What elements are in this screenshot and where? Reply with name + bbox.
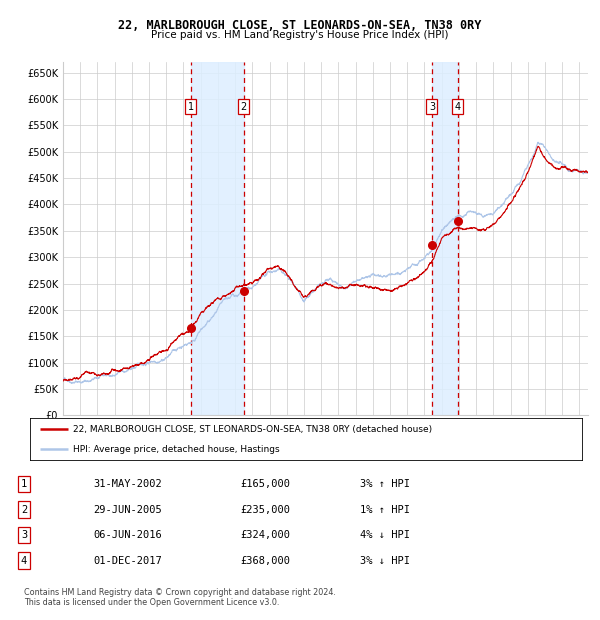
Text: 29-JUN-2005: 29-JUN-2005 xyxy=(93,505,162,515)
Text: 4: 4 xyxy=(454,102,461,112)
Text: £324,000: £324,000 xyxy=(240,530,290,540)
Text: HPI: Average price, detached house, Hastings: HPI: Average price, detached house, Hast… xyxy=(73,445,280,454)
Text: 06-JUN-2016: 06-JUN-2016 xyxy=(93,530,162,540)
Text: 22, MARLBOROUGH CLOSE, ST LEONARDS-ON-SEA, TN38 0RY: 22, MARLBOROUGH CLOSE, ST LEONARDS-ON-SE… xyxy=(118,19,482,32)
Text: 3% ↓ HPI: 3% ↓ HPI xyxy=(360,556,410,565)
Bar xyxy=(191,62,244,415)
Text: 3: 3 xyxy=(21,530,27,540)
Text: 3: 3 xyxy=(429,102,435,112)
Text: 31-MAY-2002: 31-MAY-2002 xyxy=(93,479,162,489)
Text: £235,000: £235,000 xyxy=(240,505,290,515)
Text: Contains HM Land Registry data © Crown copyright and database right 2024.: Contains HM Land Registry data © Crown c… xyxy=(24,588,336,597)
Text: 2: 2 xyxy=(241,102,247,112)
Text: 01-DEC-2017: 01-DEC-2017 xyxy=(93,556,162,565)
Text: £165,000: £165,000 xyxy=(240,479,290,489)
Text: Price paid vs. HM Land Registry's House Price Index (HPI): Price paid vs. HM Land Registry's House … xyxy=(151,30,449,40)
Text: This data is licensed under the Open Government Licence v3.0.: This data is licensed under the Open Gov… xyxy=(24,598,280,608)
Text: 3% ↑ HPI: 3% ↑ HPI xyxy=(360,479,410,489)
Text: 22, MARLBOROUGH CLOSE, ST LEONARDS-ON-SEA, TN38 0RY (detached house): 22, MARLBOROUGH CLOSE, ST LEONARDS-ON-SE… xyxy=(73,425,432,434)
Text: 4% ↓ HPI: 4% ↓ HPI xyxy=(360,530,410,540)
Text: £368,000: £368,000 xyxy=(240,556,290,565)
Text: 2: 2 xyxy=(21,505,27,515)
Text: 4: 4 xyxy=(21,556,27,565)
Text: 1: 1 xyxy=(187,102,194,112)
Text: 1: 1 xyxy=(21,479,27,489)
Text: 1% ↑ HPI: 1% ↑ HPI xyxy=(360,505,410,515)
Bar xyxy=(432,62,458,415)
